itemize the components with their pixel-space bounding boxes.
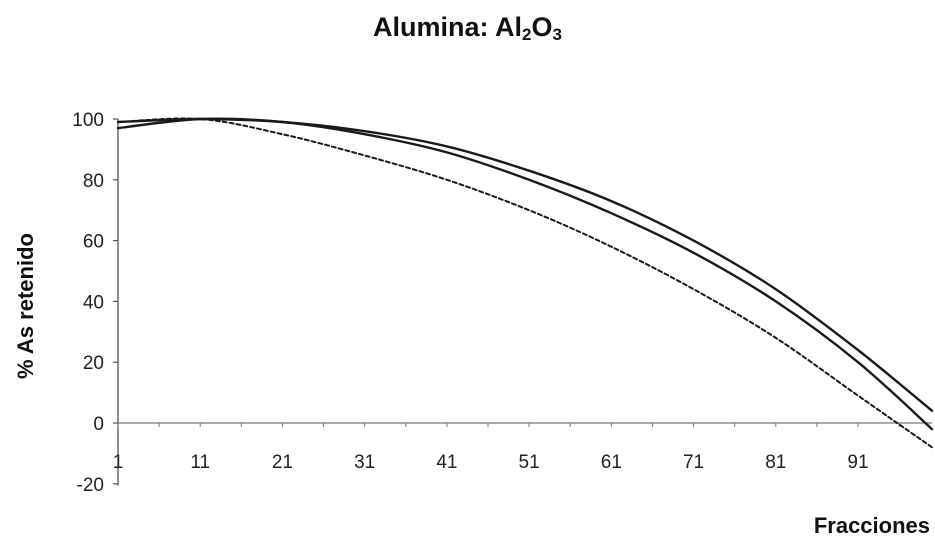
y-tick-label: 60 xyxy=(83,232,104,253)
x-tick-label: 11 xyxy=(190,452,210,473)
chart-title: Alumina: Al2O3 xyxy=(373,12,562,44)
x-tick-label: 91 xyxy=(847,452,868,473)
x-tick-label: 31 xyxy=(354,452,375,473)
x-tick-label: 1 xyxy=(113,452,124,473)
x-tick-label: 61 xyxy=(601,452,622,473)
series-line-2 xyxy=(116,117,934,431)
x-tick-label: 71 xyxy=(683,452,704,473)
x-tick-label: 51 xyxy=(519,452,540,473)
y-tick-label: -20 xyxy=(77,475,104,496)
axes xyxy=(113,118,932,486)
series-lines xyxy=(116,117,934,449)
y-tick-label: 80 xyxy=(83,171,104,192)
series-line-3 xyxy=(117,117,933,449)
x-tick-label: 21 xyxy=(272,452,293,473)
y-tick-label: 40 xyxy=(83,292,104,313)
x-tick-label: 81 xyxy=(765,452,786,473)
series-line-1 xyxy=(116,117,934,412)
y-tick-label: 0 xyxy=(93,414,104,435)
y-tick-label: 20 xyxy=(83,353,104,374)
x-axis-label: Fracciones xyxy=(814,513,930,538)
y-axis-label: % As retenido xyxy=(13,233,38,379)
y-tick-label: 100 xyxy=(72,110,104,131)
x-tick-label: 41 xyxy=(436,452,457,473)
